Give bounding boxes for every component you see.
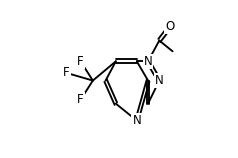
Text: F: F	[77, 55, 84, 68]
Text: N: N	[155, 74, 164, 87]
Text: N: N	[132, 114, 141, 127]
Text: O: O	[165, 20, 175, 33]
Text: F: F	[77, 93, 84, 106]
Text: F: F	[63, 66, 69, 79]
Text: N: N	[144, 55, 152, 68]
